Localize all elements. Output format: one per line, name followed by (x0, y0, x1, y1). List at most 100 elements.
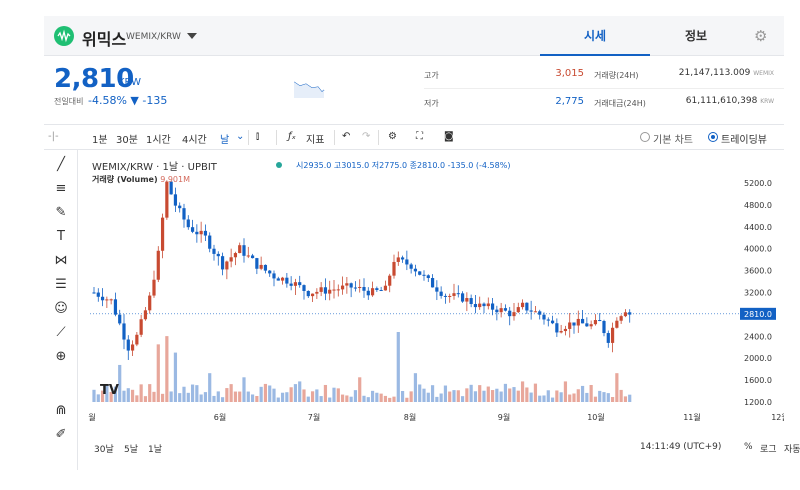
volume-bar (328, 397, 332, 402)
divider (276, 130, 277, 145)
candle-body (349, 283, 353, 288)
volume-bar (512, 387, 516, 402)
volume-bar (169, 391, 173, 402)
y-axis-tick: 1600.0 (744, 376, 772, 385)
redo-icon[interactable]: ↷ (362, 131, 371, 142)
volume-bar (529, 392, 533, 402)
interval-1h[interactable]: 1시간 (146, 135, 171, 146)
change-label: 전일대비 (54, 97, 84, 106)
tab-price[interactable]: 시세 (540, 16, 650, 56)
log-toggle[interactable]: 로그 (760, 445, 777, 455)
candle-body (529, 310, 533, 312)
candle-body (148, 295, 152, 311)
volume-bar (486, 386, 490, 402)
candle-body (628, 312, 632, 315)
volume-bar (610, 397, 615, 402)
candle-body (606, 333, 610, 343)
chevron-down-icon[interactable]: ⌄ (236, 131, 245, 142)
candle-body (388, 275, 392, 286)
fullscreen-icon[interactable]: ⛶ (416, 131, 423, 142)
price-unit: KRW (118, 77, 141, 88)
pencil-icon[interactable]: ✐ (55, 427, 67, 442)
divider (334, 130, 335, 145)
range-1d[interactable]: 1날 (148, 445, 163, 455)
fib-icon[interactable]: ☰ (55, 277, 67, 292)
volume-bar (323, 384, 328, 402)
radio-basic-chart[interactable] (640, 132, 650, 142)
emoji-icon[interactable]: ☺ (54, 301, 68, 316)
indicator-icon[interactable]: ƒₓ (288, 131, 296, 142)
settings-icon[interactable]: ⚙ (388, 131, 397, 142)
divider (424, 88, 784, 89)
candle-body (366, 290, 370, 296)
y-axis-tick: 4400.0 (744, 223, 772, 232)
tradingview-label[interactable]: 트레이딩뷰 (721, 135, 767, 146)
coin-name[interactable]: 위믹스 (82, 30, 127, 49)
interval-30m[interactable]: 30분 (116, 135, 138, 146)
volume-bar (306, 396, 310, 402)
auto-toggle[interactable]: 자동 (784, 445, 800, 455)
y-axis-tick: 5200.0 (744, 179, 772, 188)
candle-body (512, 312, 516, 317)
ruler-icon[interactable]: ⟋ (56, 325, 66, 340)
volume-bar (298, 381, 302, 402)
candle-body (246, 255, 250, 257)
brush-icon[interactable]: ✎ (55, 205, 67, 220)
y-axis-tick: 4800.0 (744, 201, 772, 210)
candle-body (225, 261, 229, 270)
camera-icon[interactable]: ◙ (444, 131, 454, 142)
candle-body (118, 314, 122, 324)
candlestick-chart[interactable]: 5200.0 4800.0 4400.0 4000.0 3600.0 3200.0 2400… (80, 152, 788, 428)
volume-bar (255, 395, 259, 402)
trend-line-icon[interactable]: ╱ (57, 157, 65, 172)
interval-4h[interactable]: 4시간 (182, 135, 207, 146)
magnet-icon[interactable]: ⋒ (55, 403, 67, 418)
volume-bar (422, 388, 426, 402)
candle-body (195, 231, 199, 235)
gear-icon[interactable]: ⚙ (754, 27, 768, 45)
percent-toggle[interactable]: % (744, 442, 753, 452)
text-icon[interactable]: T (57, 229, 65, 244)
candle-body (173, 194, 178, 206)
volume-bar (310, 391, 315, 402)
candle-body (345, 283, 349, 286)
candle-body (623, 312, 628, 317)
price-chart[interactable]: 5200.0 4800.0 4400.0 4000.0 3600.0 3200.0 2400… (80, 152, 788, 428)
crosshair-icon[interactable]: -|- (48, 131, 59, 142)
range-5d[interactable]: 5날 (124, 445, 139, 455)
volume-bar (379, 393, 383, 402)
volume-bar (443, 385, 448, 402)
volume-bar (473, 391, 478, 402)
range-30d[interactable]: 30날 (94, 445, 114, 455)
candle-body (615, 320, 619, 328)
candle-body (143, 310, 148, 320)
interval-day[interactable]: 날 (220, 135, 230, 146)
volume-bar (465, 388, 469, 402)
undo-icon[interactable]: ↶ (342, 131, 351, 142)
radio-tradingview[interactable] (708, 132, 718, 142)
volume-bar (268, 385, 272, 402)
volume-bar (520, 381, 525, 402)
candle-body (336, 289, 340, 291)
volume-bar (118, 364, 122, 402)
volume-bar (499, 391, 503, 402)
candle-body (443, 295, 448, 297)
volume-bar (238, 391, 242, 402)
horizontal-lines-icon[interactable]: ≡ (55, 181, 67, 196)
tab-info[interactable]: 정보 (684, 29, 708, 43)
exchange-panel: 위믹스 WEMIX/KRW 시세 정보 ⚙ 2,810 KRW 전일대비 -4.… (44, 16, 800, 470)
indicator-button[interactable]: 지표 (306, 135, 325, 146)
candle-body (92, 292, 96, 294)
zoom-in-icon[interactable]: ⊕ (55, 349, 67, 364)
candle-type-icon[interactable]: ⫾ (256, 131, 260, 142)
candle-body (323, 287, 328, 294)
x-axis-tick: 12월 (771, 412, 784, 422)
volume-bar (340, 394, 345, 402)
last-price-label: 2810.0 (744, 310, 772, 319)
chevron-down-icon[interactable] (187, 33, 197, 39)
pattern-icon[interactable]: ⋈ (54, 253, 68, 268)
basic-chart-label[interactable]: 기본 차트 (653, 135, 693, 146)
volume-bar (353, 390, 358, 402)
candle-body (490, 303, 495, 310)
interval-1m[interactable]: 1분 (92, 135, 108, 146)
